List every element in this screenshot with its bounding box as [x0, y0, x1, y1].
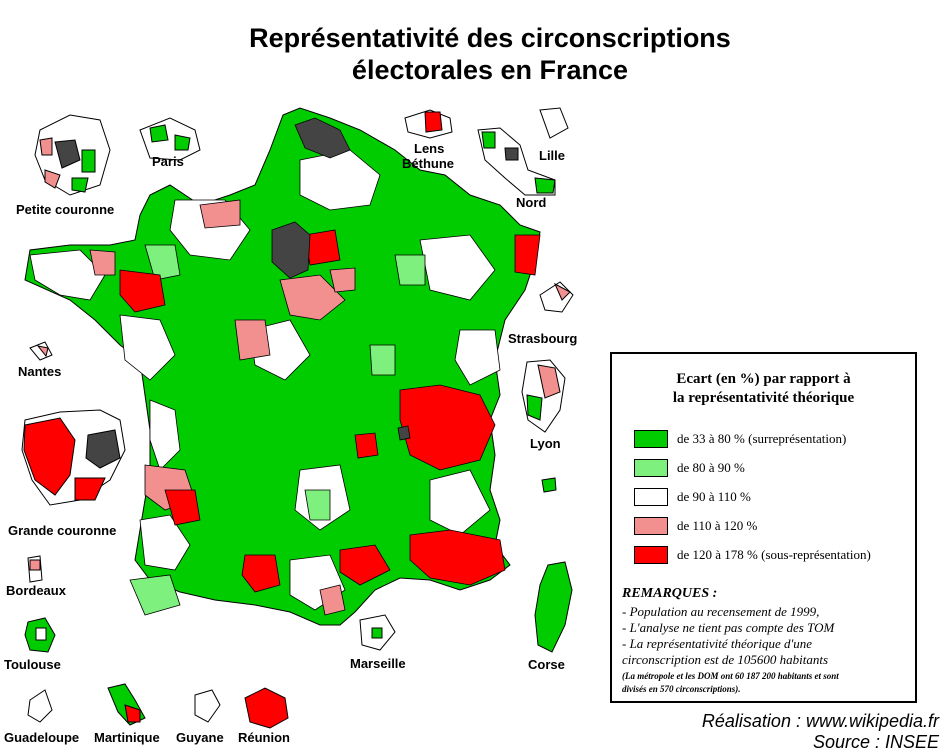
region-white-aquitaine	[149, 399, 181, 471]
remark-line: circonscription est de 105600 habitants	[622, 652, 829, 667]
inset-guyane	[194, 689, 221, 723]
legend-swatch	[634, 459, 668, 477]
region-red-rennes	[119, 269, 166, 313]
region-dark-lyon-city	[397, 425, 411, 441]
region-pink-4	[199, 199, 241, 229]
region-dark-nord	[294, 117, 351, 159]
legend-swatch	[634, 517, 668, 535]
region-white-jura	[454, 329, 501, 386]
inset-reunion	[244, 687, 289, 729]
region-red-alsace	[514, 234, 541, 276]
label-nantes: Nantes	[18, 364, 62, 379]
label-lens: Lens	[414, 141, 445, 156]
label-guadeloupe: Guadeloupe	[4, 730, 80, 745]
inset-lyon	[521, 359, 566, 493]
light-green-regions	[129, 244, 426, 616]
region-white-loire	[119, 314, 176, 381]
remark-line: - La représentativité théorique d'une	[622, 636, 813, 651]
region-white-alps	[429, 469, 491, 536]
remark-line: - Population au recensement de 1999,	[622, 604, 820, 619]
map-title: Représentativité des circonscriptions él…	[140, 22, 840, 86]
label-marseille: Marseille	[350, 656, 406, 671]
legend-swatch	[634, 430, 668, 448]
remarks-title: REMARQUES :	[622, 586, 718, 601]
label-paris: Paris	[152, 154, 184, 169]
label-petite-couronne: Petite couronne	[16, 202, 115, 217]
region-lightgreen-3	[129, 574, 181, 616]
region-red-bordeaux	[164, 489, 201, 526]
region-pink-8	[89, 249, 116, 276]
credit-source: Source : INSEE	[812, 732, 939, 752]
inset-lille-nord	[477, 107, 569, 196]
legend-item-label: de 90 à 110 %	[677, 489, 751, 504]
region-lightgreen-1	[144, 244, 181, 281]
credit-author: Réalisation : www.wikipedia.fr	[701, 711, 939, 731]
region-pink-6	[319, 584, 346, 616]
region-red-clermont	[354, 432, 379, 459]
label-martinique: Martinique	[94, 730, 160, 745]
region-red-montpellier	[339, 544, 391, 586]
region-white-landes	[139, 514, 191, 571]
map-title-line2: électorales en France	[351, 55, 629, 85]
neutral-regions	[29, 149, 501, 611]
map-title-line1: Représentativité des circonscriptions	[249, 23, 731, 53]
region-red-provence	[409, 529, 506, 586]
region-dark-idf	[271, 221, 311, 279]
remarks-list: - Population au recensement de 1999, - L…	[622, 604, 912, 696]
label-nord: Nord	[516, 195, 547, 210]
remarks-note-line1: (La métropole et les DOM ont 60 187 200 …	[622, 671, 839, 681]
region-lightgreen-2	[394, 254, 426, 286]
legend-item-label: de 33 à 80 % (surreprésentation)	[677, 431, 847, 446]
region-pink-2	[234, 319, 271, 361]
region-red-lyon	[399, 384, 496, 471]
red-regions	[119, 229, 541, 593]
region-lightgreen-5	[369, 344, 396, 376]
inset-nantes	[29, 341, 53, 361]
label-reunion: Réunion	[238, 730, 290, 745]
region-lightgreen-4	[304, 489, 331, 521]
legend-item-label: de 110 à 120 %	[677, 518, 758, 533]
label-strasbourg: Strasbourg	[508, 331, 578, 346]
excluded-regions	[271, 117, 411, 441]
inset-corse	[534, 561, 573, 653]
inset-bordeaux	[27, 555, 43, 583]
inset-marseille	[359, 614, 396, 651]
credits: Réalisation : www.wikipedia.fr Source : …	[702, 711, 939, 753]
label-toulouse: Toulouse	[4, 657, 61, 672]
inset-paris	[139, 117, 201, 161]
region-white-brittany	[29, 249, 106, 301]
inset-martinique	[107, 683, 146, 726]
legend-title-line2: la représentativité théorique	[672, 390, 855, 406]
label-bordeaux: Bordeaux	[6, 583, 66, 598]
legend-swatch	[634, 546, 668, 564]
label-grande-couronne: Grande couronne	[8, 523, 117, 538]
remark-line: - L'analyse ne tient pas compte des TOM	[622, 620, 835, 635]
region-pink-1	[279, 274, 346, 321]
inset-strasbourg	[539, 281, 574, 313]
legend-swatch	[634, 488, 668, 506]
region-white-east	[419, 234, 496, 301]
inset-petite-couronne	[34, 114, 111, 196]
legend-title-line1: Ecart (en %) par rapport à	[676, 371, 851, 387]
label-bethune: Béthune	[402, 156, 454, 171]
label-lille: Lille	[539, 148, 566, 163]
region-pink-7	[329, 267, 356, 293]
legend-box: Ecart (en %) par rapport à la représenta…	[610, 352, 917, 703]
inset-lens-bethune	[404, 109, 453, 139]
remarks-note: (La métropole et les DOM ont 60 187 200 …	[622, 670, 912, 696]
inset-grande-couronne	[21, 409, 126, 506]
remarks-note-line2: divisés en 570 circonscriptions).	[622, 684, 741, 694]
label-guyane: Guyane	[176, 730, 224, 745]
label-corse: Corse	[528, 657, 565, 672]
legend-title: Ecart (en %) par rapport à la représenta…	[612, 370, 915, 408]
label-lyon: Lyon	[530, 436, 561, 451]
inset-toulouse	[24, 617, 56, 653]
region-red-toulouse	[241, 554, 281, 593]
inset-guadeloupe	[27, 689, 53, 723]
legend-item-label: de 80 à 90 %	[677, 460, 745, 475]
legend-item-label: de 120 à 178 % (sous-représentation)	[677, 547, 871, 562]
